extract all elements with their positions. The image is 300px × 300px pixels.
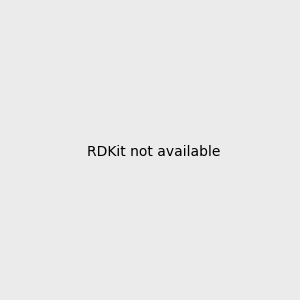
- Text: RDKit not available: RDKit not available: [87, 145, 220, 158]
